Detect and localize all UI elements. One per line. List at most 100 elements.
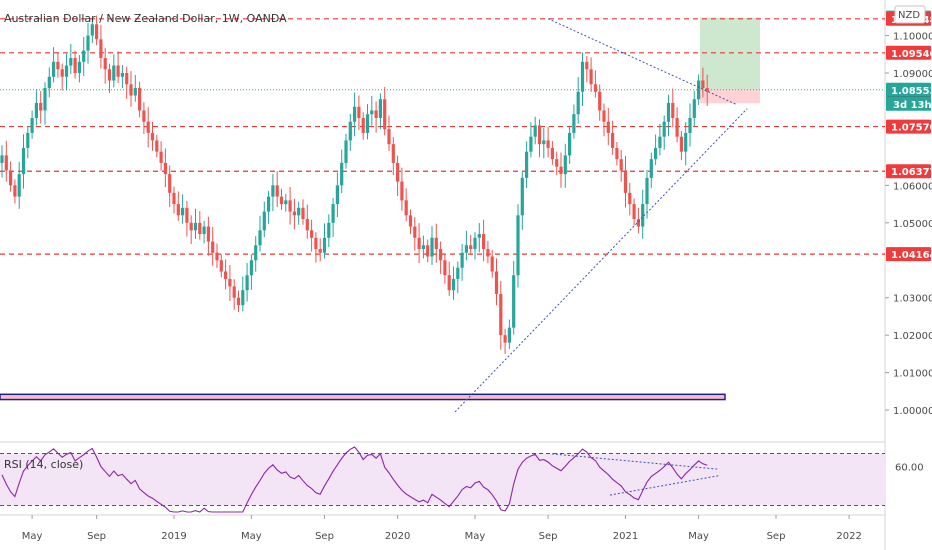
price-badge-label: 1.06377 xyxy=(891,167,932,178)
candle-body xyxy=(292,211,296,216)
candle-body xyxy=(163,162,167,175)
currency-badge[interactable] xyxy=(894,5,926,24)
candle-body xyxy=(486,249,490,257)
candle-body xyxy=(404,200,408,216)
candle-body xyxy=(142,110,146,122)
candle-body xyxy=(417,237,421,250)
candle-body xyxy=(533,125,537,137)
candle-body xyxy=(542,140,546,145)
candle-body xyxy=(340,162,344,186)
rsi-band xyxy=(0,453,885,506)
stop-zone xyxy=(700,89,760,104)
candle-body xyxy=(490,256,494,272)
candle-body xyxy=(258,230,262,246)
candle-body xyxy=(249,260,253,276)
price-badge xyxy=(886,164,931,179)
candle-body xyxy=(408,215,413,227)
candle-body xyxy=(322,237,327,253)
rsi-line xyxy=(1,446,708,513)
candle-body xyxy=(499,293,503,336)
countdown-badge xyxy=(886,96,931,111)
candle-body xyxy=(654,147,658,160)
candle-body xyxy=(120,73,124,77)
candle-body xyxy=(297,207,301,216)
candle-body xyxy=(335,185,339,205)
time-tick-label: Sep xyxy=(767,531,786,542)
candle-body xyxy=(400,181,404,201)
price-badge xyxy=(886,82,931,97)
candle-body xyxy=(516,215,520,276)
candle-body xyxy=(464,245,468,253)
candle-body xyxy=(198,222,202,235)
candle-body xyxy=(585,61,589,70)
candle-body xyxy=(211,241,215,253)
candle-body xyxy=(378,99,382,118)
candle-body xyxy=(576,91,580,115)
time-tick-label: 2022 xyxy=(836,531,861,542)
target-zone xyxy=(700,17,760,90)
candle-body xyxy=(641,204,645,227)
candle-body xyxy=(275,185,279,197)
candle-body xyxy=(636,219,640,227)
price-badge-label: 1.04164 xyxy=(891,250,932,261)
candle-body xyxy=(254,245,258,261)
candle-body xyxy=(645,177,649,205)
descending-trendline xyxy=(547,18,738,106)
price-badge-label: 1.08553 xyxy=(891,86,932,97)
candle-body xyxy=(421,245,425,250)
candle-body xyxy=(284,200,288,205)
candle-body xyxy=(507,327,511,343)
time-tick-label: May xyxy=(241,531,262,542)
candle-body xyxy=(344,140,348,163)
candle-body xyxy=(4,155,8,171)
candle-body xyxy=(215,252,219,261)
candle-body xyxy=(193,222,198,231)
candle-body xyxy=(202,226,206,235)
time-tick-label: 2020 xyxy=(385,531,410,542)
candle-body xyxy=(572,114,576,133)
candle-body xyxy=(288,200,292,212)
candle-body xyxy=(494,271,499,294)
candle-body xyxy=(305,219,309,231)
candle-body xyxy=(314,237,318,250)
price-tick-label: 1.01000 xyxy=(893,369,932,380)
candle-body xyxy=(112,65,116,81)
candle-body xyxy=(598,91,602,111)
candle-body xyxy=(503,335,507,343)
candle-body xyxy=(679,136,683,152)
candle-body xyxy=(684,132,688,152)
time-tick-label: Sep xyxy=(315,531,334,542)
candle-body xyxy=(396,162,400,182)
candle-body xyxy=(262,211,266,231)
candle-body xyxy=(559,166,563,175)
candle-body xyxy=(310,230,314,238)
candle-body xyxy=(615,147,619,160)
candle-body xyxy=(705,88,709,92)
candle-body xyxy=(430,237,434,257)
price-tick-label: 1.03000 xyxy=(893,294,932,305)
candle-body xyxy=(64,65,69,77)
candle-body xyxy=(537,125,542,145)
time-axis: May Sep 2019 May Sep 2020 May Sep 2021 May Sep 2022 xyxy=(22,515,862,542)
candle-body xyxy=(129,84,133,96)
price-badge xyxy=(886,119,931,134)
candle-body xyxy=(529,136,533,152)
price-tick-label: 1.06000 xyxy=(893,181,932,192)
candle-body xyxy=(623,170,628,193)
candle-body xyxy=(9,170,13,186)
candle-body xyxy=(271,185,275,197)
price-badge xyxy=(886,247,931,262)
candle-body xyxy=(172,192,176,205)
candle-body xyxy=(447,275,451,291)
price-badge-label: 1.09540 xyxy=(891,49,932,60)
zones xyxy=(0,17,760,401)
candle-body xyxy=(662,121,666,137)
candle-body xyxy=(546,140,550,148)
candle-body xyxy=(155,140,159,152)
candle-body xyxy=(176,204,180,216)
candle-body xyxy=(658,136,662,148)
time-tick-label: May xyxy=(22,531,43,542)
price-tick-label: 1.05000 xyxy=(893,219,932,230)
rsi-tick-label: 60.00 xyxy=(895,463,924,474)
